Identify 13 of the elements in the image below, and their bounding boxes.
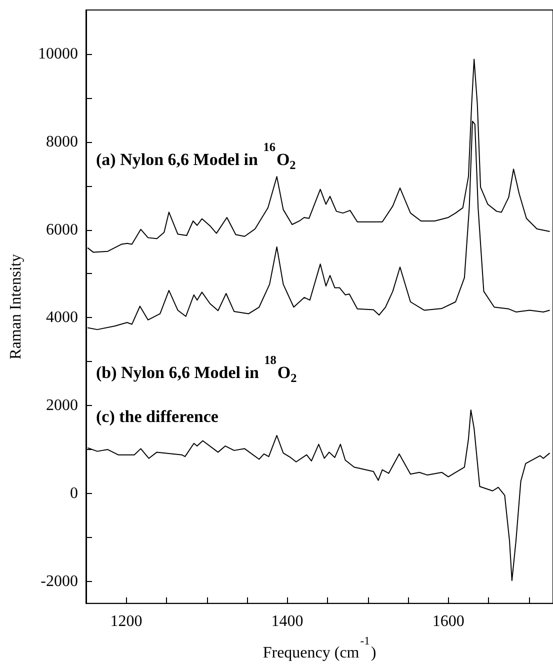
series-label: (c) the difference (96, 406, 219, 426)
x-tick-label: 1400 (271, 612, 304, 630)
y-tick-label: 6000 (46, 221, 78, 238)
y-tick-label: 8000 (46, 133, 78, 150)
x-tick-label: 1200 (110, 612, 142, 630)
y-tick-label: 4000 (46, 309, 78, 326)
y-tick-label: 2000 (46, 397, 78, 414)
y-tick-label: -2000 (40, 572, 78, 590)
y-axis-title: Raman Intensity (8, 254, 24, 360)
y-tick-label: 0 (70, 485, 78, 502)
y-tick-label: 10000 (38, 45, 78, 62)
x-axis-title: Frequency (cm-1) (262, 635, 376, 662)
x-tick-label: 1600 (432, 612, 464, 630)
